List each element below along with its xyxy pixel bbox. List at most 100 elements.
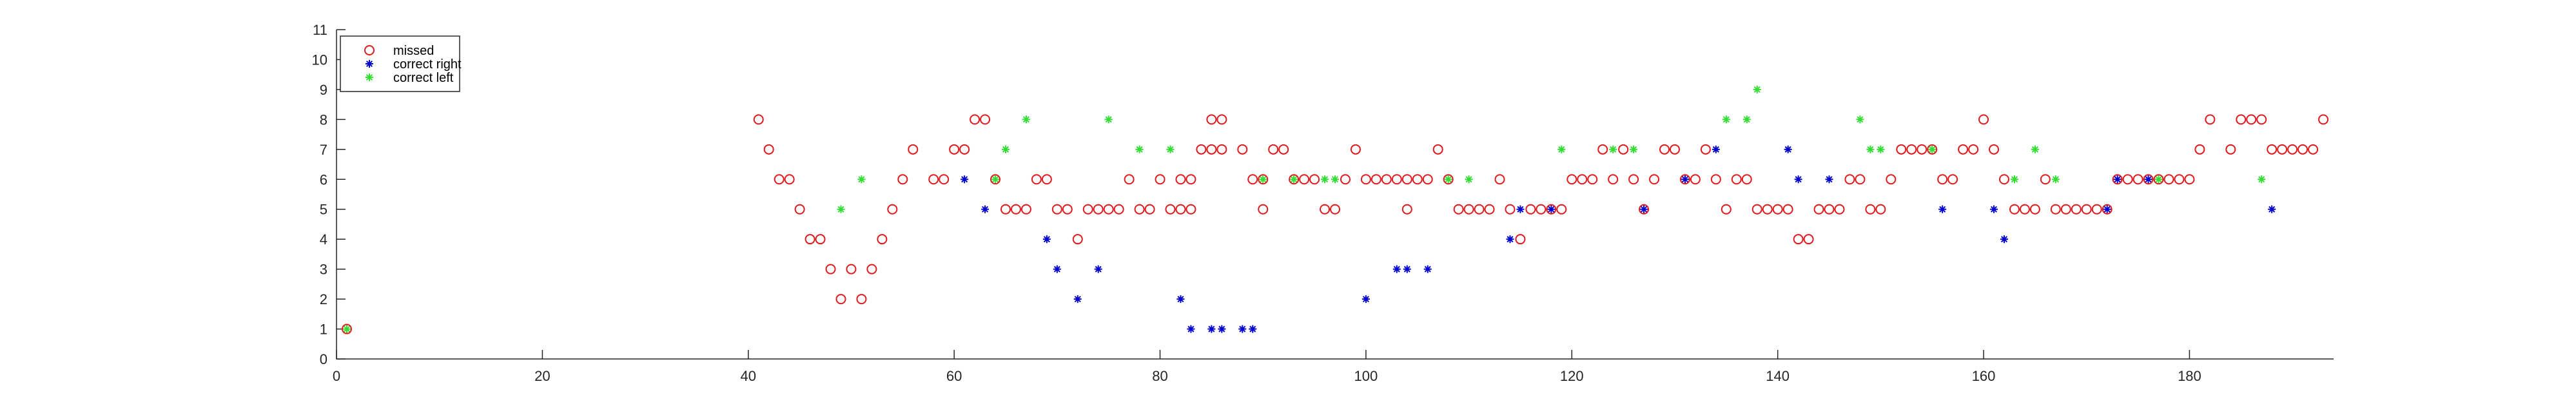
data-point-missed: [1587, 174, 1598, 185]
data-point-missed: [1103, 204, 1114, 215]
data-point-missed: [959, 144, 970, 155]
data-point-missed: [1371, 174, 1381, 185]
data-point-missed: [887, 204, 898, 215]
data-point-missed: [1216, 144, 1227, 155]
data-point-correct-right: [1187, 325, 1195, 333]
y-tick-label: 7: [320, 142, 327, 158]
data-point-correct-right: [1794, 175, 1802, 184]
data-point-correct-left: [1321, 175, 1329, 184]
data-point-missed: [949, 144, 960, 155]
legend-label-missed: missed: [393, 44, 434, 58]
data-point-correct-left: [1928, 145, 1937, 153]
data-point-missed: [1134, 204, 1145, 215]
data-point-missed: [1505, 204, 1516, 215]
data-point-missed: [2071, 204, 2082, 215]
data-point-missed: [1186, 174, 1196, 185]
data-point-missed: [1484, 204, 1495, 215]
data-point-correct-left: [1331, 175, 1339, 184]
data-point-missed: [2091, 204, 2102, 215]
data-point-missed: [1608, 174, 1619, 185]
data-point-correct-left: [2258, 175, 2266, 184]
data-point-missed: [1865, 204, 1876, 215]
data-point-correct-right: [1392, 265, 1401, 273]
data-point-missed: [1186, 204, 1196, 215]
data-point-missed: [1494, 174, 1505, 185]
data-marks: [341, 85, 2329, 334]
data-point-missed: [1803, 234, 1814, 245]
data-point-missed: [2163, 174, 2174, 185]
y-tick-label: 10: [312, 52, 327, 68]
legend-label-correct-left: correct left: [393, 71, 454, 85]
x-tick-label: 120: [1560, 368, 1584, 384]
y-tick-label: 11: [313, 22, 327, 38]
data-point-missed: [2050, 204, 2061, 215]
data-point-missed: [1309, 174, 1320, 185]
data-point-missed: [1289, 174, 1300, 185]
data-point-missed: [1679, 174, 1690, 185]
y-tick-label: 1: [320, 322, 327, 338]
data-point-missed: [970, 114, 981, 125]
legend-asterisk-marker-right: [366, 60, 373, 68]
data-point-missed: [1237, 144, 1248, 155]
data-point-correct-right: [1094, 265, 1102, 273]
y-tick-label: 2: [320, 291, 327, 307]
data-point-correct-right: [1547, 205, 1556, 213]
data-point-missed: [1824, 204, 1835, 215]
data-point-missed: [774, 174, 785, 185]
x-tick-label: 60: [946, 368, 962, 384]
data-point-correct-right: [1640, 205, 1648, 213]
data-point-missed: [1937, 174, 1948, 185]
data-point-correct-left: [2154, 175, 2163, 184]
data-point-missed: [2060, 204, 2071, 215]
data-point-correct-left: [1557, 145, 1566, 153]
axes-box: [336, 30, 2334, 360]
data-point-missed: [2019, 204, 2030, 215]
data-point-missed: [753, 114, 764, 125]
data-point-missed: [1762, 204, 1773, 215]
y-tick-label: 4: [320, 231, 327, 247]
y-tick-label: 8: [320, 111, 327, 128]
data-point-correct-right: [1042, 235, 1051, 244]
data-point-correct-right: [1176, 295, 1185, 304]
data-point-correct-right: [1218, 325, 1226, 333]
data-point-missed: [1968, 144, 1979, 155]
data-point-correct-left: [1856, 115, 1864, 124]
data-point-missed: [2267, 144, 2278, 155]
data-point-correct-left: [2031, 145, 2039, 153]
data-point-missed: [1247, 174, 1258, 185]
legend-item-missed: missed: [364, 44, 434, 58]
data-point-missed: [1844, 174, 1855, 185]
plot-area: 0 20 40 60 80 100 120 140 160 180 0 1 2 3 4 5 6 7 8 9 10 11: [312, 22, 2334, 384]
data-point-missed: [1855, 174, 1866, 185]
data-point-correct-left: [1166, 145, 1175, 153]
y-tick-label: 9: [320, 82, 327, 98]
data-point-correct-right: [1423, 265, 1432, 273]
data-point-correct-left: [837, 205, 845, 213]
x-tick-label: 80: [1152, 368, 1167, 384]
data-point-missed: [1896, 144, 1907, 155]
data-point-missed: [2040, 174, 2051, 185]
data-point-missed: [1886, 174, 1897, 185]
data-point-missed: [1813, 204, 1824, 215]
data-point-missed: [2318, 114, 2329, 125]
data-point-correct-right: [2144, 175, 2152, 184]
data-point-missed: [1536, 204, 1547, 215]
data-point-missed: [1278, 144, 1289, 155]
data-point-missed: [980, 114, 991, 125]
data-point-missed: [1515, 234, 1526, 245]
data-point-missed: [341, 324, 352, 334]
x-tick-label: 160: [1972, 368, 1996, 384]
data-point-missed: [1690, 174, 1701, 185]
data-point-missed: [1793, 234, 1804, 245]
data-point-missed: [856, 294, 867, 305]
data-point-missed: [1834, 204, 1845, 215]
data-point-missed: [1443, 174, 1454, 185]
data-point-missed: [784, 174, 795, 185]
data-point-missed: [1010, 204, 1021, 215]
legend-item-correct-left: correct left: [366, 71, 454, 85]
data-point-missed: [1258, 204, 1269, 215]
y-tick-label: 3: [320, 262, 327, 278]
data-point-correct-right: [1073, 295, 1082, 304]
data-point-missed: [1051, 204, 1062, 215]
data-point-missed: [2246, 114, 2257, 125]
